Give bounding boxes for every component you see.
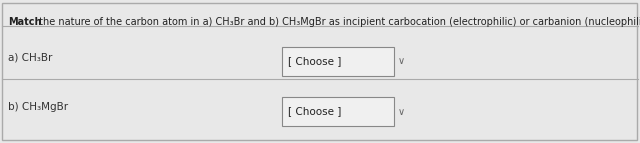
FancyBboxPatch shape [282,47,394,76]
FancyBboxPatch shape [2,3,637,140]
Text: Match: Match [8,17,41,27]
Text: [ Choose ]: [ Choose ] [288,107,341,117]
FancyBboxPatch shape [282,97,394,126]
Text: ∨: ∨ [398,107,405,117]
Text: the nature of the carbon atom in a) CH₃Br and b) CH₃MgBr as incipient carbocatio: the nature of the carbon atom in a) CH₃B… [36,17,640,27]
Text: ∨: ∨ [398,56,405,66]
Text: b) CH₃MgBr: b) CH₃MgBr [8,102,68,112]
Text: [ Choose ]: [ Choose ] [288,56,341,66]
Text: a) CH₃Br: a) CH₃Br [8,52,52,62]
